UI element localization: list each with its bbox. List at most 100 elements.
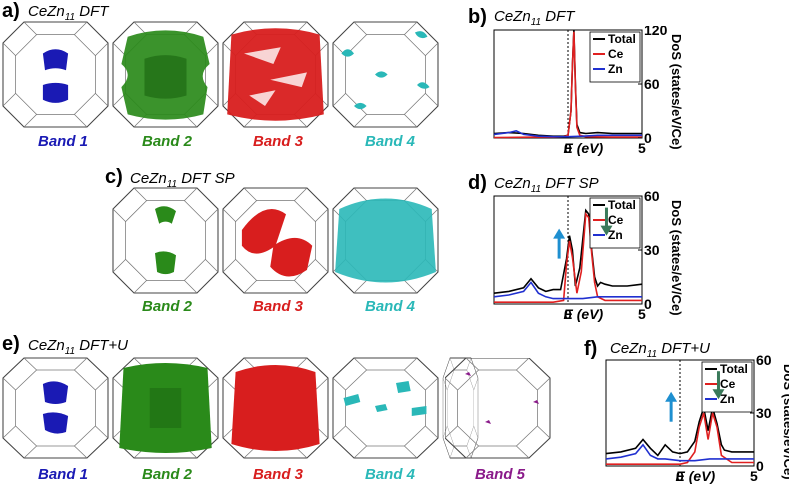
x-tick-label: 5 xyxy=(750,468,758,484)
y-tick-label: 30 xyxy=(644,242,660,258)
band-label-c-4: Band 4 xyxy=(365,298,416,315)
panel-e-title: CeZn11 DFT+U xyxy=(28,337,128,357)
panel-e-label: e) xyxy=(2,333,20,355)
band-label-a-2: Band 2 xyxy=(142,133,193,150)
legend-label-total: Total xyxy=(608,32,636,46)
panel-f-title: CeZn11 DFT+U xyxy=(610,340,710,360)
panel-d-title-method: DFT SP xyxy=(541,175,599,192)
panel-f-label: f) xyxy=(584,338,598,360)
panel-f-title-method: DFT+U xyxy=(657,340,710,357)
y-tick-label: 0 xyxy=(644,296,652,312)
panel-b-label: b) xyxy=(468,6,487,28)
bz-c-band3 xyxy=(222,187,329,294)
panel-d-title-formula: CeZn xyxy=(494,175,531,192)
legend-label-ce: Ce xyxy=(608,47,624,61)
spin-down-arrowhead xyxy=(712,389,725,400)
bz-e-band2 xyxy=(112,357,219,459)
band-label-e-1: Band 1 xyxy=(38,466,89,483)
legend-label-ce: Ce xyxy=(608,213,624,227)
legend-label-total: Total xyxy=(608,198,636,212)
band-label-a-3: Band 3 xyxy=(253,133,304,150)
legend-label-zn: Zn xyxy=(608,228,623,242)
panel-a-label: a) xyxy=(2,0,20,22)
x-tick-label: 5 xyxy=(638,140,646,156)
y-axis-label: DoS (states/eV/Ce) xyxy=(669,200,684,316)
series-line-zn xyxy=(493,281,642,300)
x-tick-label: 0 xyxy=(564,306,572,322)
bz-c-band4 xyxy=(332,187,439,294)
panel-c-title-method: DFT SP xyxy=(177,170,235,187)
y-axis-label: DoS (states/eV/Ce) xyxy=(669,34,684,150)
y-tick-label: 30 xyxy=(756,405,772,421)
panel-b-title-method: DFT xyxy=(541,8,575,25)
series-line-zn xyxy=(605,443,754,462)
panel-c-title-formula: CeZn xyxy=(130,170,167,187)
panel-d-title-subscript: 11 xyxy=(530,184,542,195)
panel-c-label: c) xyxy=(105,166,123,188)
x-axis-label: E (eV) xyxy=(564,140,604,156)
x-axis-label: E (eV) xyxy=(564,306,604,322)
y-tick-label: 60 xyxy=(644,190,660,204)
panel-b-title-formula: CeZn xyxy=(494,8,531,25)
panel-a-title: CeZn11 DFT xyxy=(28,3,108,23)
panel-a-title-method: DFT xyxy=(75,3,109,20)
band-label-a-4: Band 4 xyxy=(365,133,416,150)
x-axis-label: E (eV) xyxy=(676,468,716,484)
spin-up-arrowhead xyxy=(553,228,566,239)
x-tick-label: 0 xyxy=(564,140,572,156)
band-label-e-5: Band 5 xyxy=(475,466,526,483)
panel-e-title-subscript: 11 xyxy=(64,346,76,357)
bz-e-band4 xyxy=(332,357,439,459)
legend-label-ce: Ce xyxy=(720,377,736,391)
spin-up-arrowhead xyxy=(665,391,678,402)
panel-c-title-subscript: 11 xyxy=(166,179,178,190)
band-label-e-3: Band 3 xyxy=(253,466,304,483)
panel-c-title: CeZn11 DFT SP xyxy=(130,170,235,190)
series-line-total xyxy=(605,407,754,457)
band-label-a-1: Band 1 xyxy=(38,133,89,150)
panel-e-title-method: DFT+U xyxy=(75,337,128,354)
bz-a-band1 xyxy=(2,21,109,128)
bz-a-band2 xyxy=(112,21,219,128)
y-tick-label: 0 xyxy=(644,130,652,146)
bz-a-band4 xyxy=(332,21,439,128)
legend-label-total: Total xyxy=(720,362,748,376)
y-tick-label: 0 xyxy=(756,458,764,474)
y-axis-label: DoS (states/eV/Ce) xyxy=(781,364,789,480)
panel-f-title-subscript: 11 xyxy=(646,349,658,360)
bz-c-band2 xyxy=(112,187,219,294)
series-line-zn xyxy=(493,129,642,138)
y-tick-label: 120 xyxy=(644,26,668,38)
legend-box xyxy=(701,361,753,413)
legend-box xyxy=(589,197,641,249)
panel-b-title: CeZn11 DFT xyxy=(494,8,574,28)
band-label-c-3: Band 3 xyxy=(253,298,304,315)
band-label-e-2: Band 2 xyxy=(142,466,193,483)
fermi-surfaces-figure xyxy=(2,21,479,459)
series-line-ce xyxy=(494,211,642,303)
series-line-ce xyxy=(606,412,754,465)
spin-down-arrowhead xyxy=(600,225,613,236)
legend-label-zn: Zn xyxy=(608,62,623,76)
y-tick-label: 60 xyxy=(644,76,660,92)
band-label-c-2: Band 2 xyxy=(142,298,193,315)
panel-d-label: d) xyxy=(468,172,487,194)
panel-d-title: CeZn11 DFT SP xyxy=(494,175,599,195)
y-tick-label: 60 xyxy=(756,354,772,368)
x-tick-label: 5 xyxy=(638,306,646,322)
panel-b-title-subscript: 11 xyxy=(530,17,542,28)
legend-label-zn: Zn xyxy=(720,392,735,406)
panel-a-title-subscript: 11 xyxy=(64,12,76,23)
bz-e-band3 xyxy=(222,357,329,459)
panel-a-title-formula: CeZn xyxy=(28,3,65,20)
bz-a-band3 xyxy=(222,21,329,128)
bz-e-band5-full xyxy=(445,358,551,459)
panel-e-title-formula: CeZn xyxy=(28,337,65,354)
panel-f-title-formula: CeZn xyxy=(610,340,647,357)
band-label-e-4: Band 4 xyxy=(365,466,416,483)
legend-box xyxy=(589,31,641,83)
x-tick-label: 0 xyxy=(676,468,684,484)
